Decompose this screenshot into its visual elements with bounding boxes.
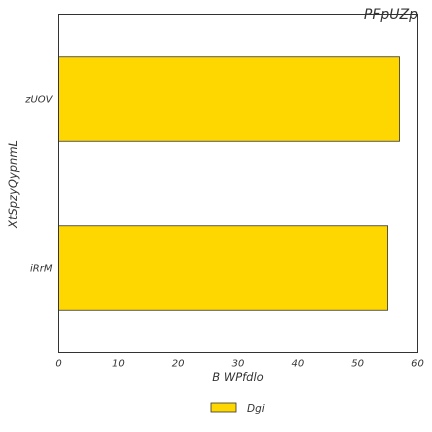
x-tick-label: 10 xyxy=(112,359,125,370)
bars-group xyxy=(58,56,400,311)
chart-title: PFpUZp xyxy=(364,7,418,23)
x-tick-label: 0 xyxy=(55,359,61,370)
legend: Dgi xyxy=(210,402,265,415)
y-axis-label: XtSpzyQypnmL xyxy=(6,140,20,229)
x-tick-label: 20 xyxy=(172,359,185,370)
x-axis-label: B WPfdlo xyxy=(212,370,263,384)
legend-swatch xyxy=(210,402,237,413)
x-tick-labels: 0 10 20 30 40 50 60 xyxy=(55,359,424,370)
x-tick-label: 60 xyxy=(411,359,424,370)
x-tick-label: 30 xyxy=(232,359,245,370)
bar-zUOV xyxy=(58,56,400,142)
y-tick-label: iRrM xyxy=(30,264,53,275)
y-tick-label: zUOV xyxy=(24,95,53,106)
bar-iRrM xyxy=(58,225,388,311)
plot-frame xyxy=(58,14,418,353)
x-tick-label: 40 xyxy=(291,359,304,370)
y-tick-labels: zUOV iRrM xyxy=(24,95,53,275)
x-tick-label: 50 xyxy=(351,359,364,370)
legend-label: Dgi xyxy=(247,403,265,415)
